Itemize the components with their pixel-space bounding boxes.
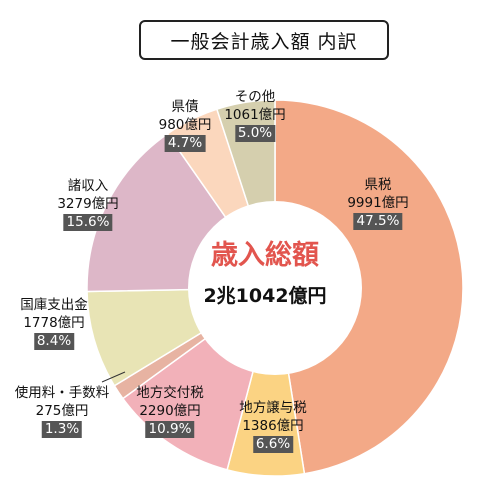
slice-amount: 3279億円	[57, 196, 119, 212]
slice-percent: 5.0%	[234, 125, 276, 142]
slice-label: 地方交付税 2290億円 10.9%	[136, 384, 204, 438]
slice-amount: 1778億円	[23, 315, 85, 331]
slice-name: 県税	[364, 177, 392, 193]
slice-amount: 275億円	[35, 403, 89, 419]
slice-percent: 4.7%	[164, 135, 206, 152]
slice-name: 国庫支出金	[20, 297, 88, 313]
slice-label: 県債 980億円 4.7%	[158, 98, 212, 152]
slice-amount: 9991億円	[347, 195, 409, 211]
slice-percent: 6.6%	[252, 436, 294, 453]
slice-amount: 980億円	[158, 117, 212, 133]
slice-label: その他 1061億円 5.0%	[224, 88, 286, 142]
slice-name: 県債	[171, 99, 199, 115]
slice-name: 諸収入	[67, 178, 109, 194]
slice-amount: 2290億円	[139, 403, 201, 419]
slice-name: 地方譲与税	[239, 400, 307, 416]
donut-hole	[188, 201, 362, 375]
slice-label: 地方譲与税 1386億円 6.6%	[239, 399, 307, 453]
chart-title: 一般会計歳入額 内訳	[139, 20, 389, 60]
slice-amount: 1061億円	[224, 107, 286, 123]
slice-label: 使用料・手数料 275億円 1.3%	[14, 384, 110, 438]
slice-name: 使用料・手数料	[14, 385, 110, 401]
pie-slice	[274, 99, 464, 475]
slice-label: 県税 9991億円 47.5%	[347, 176, 409, 230]
slice-label: 国庫支出金 1778億円 8.4%	[20, 296, 88, 350]
slice-percent: 10.9%	[145, 421, 195, 438]
slice-name: その他	[234, 89, 276, 105]
slice-label: 諸収入 3279億円 15.6%	[57, 177, 119, 231]
slice-amount: 1386億円	[242, 418, 304, 434]
leader-line	[101, 371, 126, 383]
center-value: 2兆1042億円	[203, 284, 326, 307]
slice-percent: 15.6%	[63, 214, 113, 231]
slice-percent: 8.4%	[33, 333, 75, 350]
slice-name: 地方交付税	[136, 385, 204, 401]
center-title: 歳入総額	[211, 239, 319, 271]
slice-percent: 47.5%	[353, 213, 403, 230]
slice-percent: 1.3%	[41, 421, 83, 438]
